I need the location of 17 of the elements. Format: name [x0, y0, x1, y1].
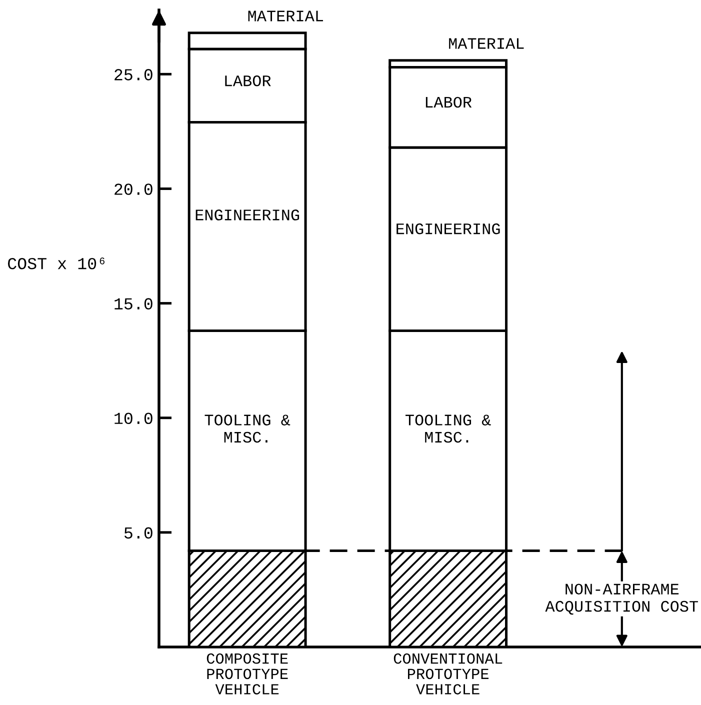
series-label: ENGINEERING	[196, 210, 300, 220]
series-label: MATERIAL	[248, 10, 323, 22]
series-label: TOOLING & MISC.	[204, 414, 290, 443]
y-tick-label: 20.0	[114, 184, 152, 195]
text: TOOLING & MISC.	[406, 414, 491, 443]
y-tick-label: 15.0	[114, 298, 152, 310]
y-tick-label: 10.0	[114, 412, 152, 424]
y-tick-label: 25.0	[114, 69, 152, 80]
y-tick-label: 5.0	[124, 527, 152, 539]
text: NON-AIRFRAME ACQUISITION COST	[545, 584, 698, 615]
x-tick-label: CONVENTIONAL PROTOTYPE VEHICLE	[394, 653, 502, 694]
series-label: LABOR	[225, 75, 271, 86]
y-axis-title: COST x 10⁶	[8, 258, 104, 270]
x-tick-label: COMPOSITE PROTOTYPE VEHICLE	[206, 653, 288, 694]
text: LABOR	[426, 96, 472, 108]
text: ENGINEERING	[396, 223, 500, 234]
text: MATERIAL	[449, 38, 524, 49]
